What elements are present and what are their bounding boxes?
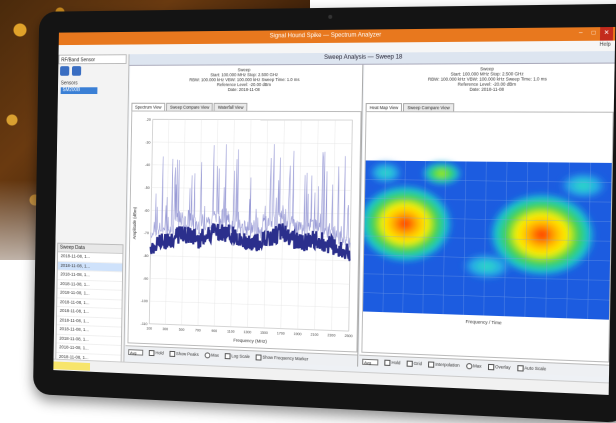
y-tick-label: -40	[145, 163, 150, 167]
sweep-list-item[interactable]: 2018-11-08, 1...	[56, 380, 121, 392]
heat-grid-checkbox[interactable]: Grid	[406, 360, 422, 367]
x-tick-label: 300	[162, 327, 168, 331]
heatmap-x-label: Frequency / Time	[466, 319, 503, 326]
window-title: Signal Hound Spike — Spectrum Analyzer	[270, 32, 382, 39]
app-screen: Signal Hound Spike — Spectrum Analyzer –…	[53, 27, 615, 395]
heatmap-chart-frame: Frequency / Time	[361, 111, 613, 362]
x-tick-label: 1300	[243, 330, 251, 334]
close-button[interactable]: ✕	[600, 27, 613, 41]
x-axis-label: Frequency (MHz)	[233, 338, 267, 344]
sweep-list-item[interactable]: 2018-11-08, 1...	[56, 389, 121, 395]
spectrum-info: Sweep Start: 100.000 MHz Stop: 2.500 GHz…	[130, 67, 363, 92]
y-tick-label: -70	[144, 231, 149, 235]
y-gridline	[150, 301, 349, 308]
heatmap-chart[interactable]: Frequency / Time	[362, 112, 612, 361]
show-peaks-checkbox[interactable]: Show Peaks	[169, 350, 198, 357]
y-gridline	[151, 210, 351, 214]
max-radio[interactable]: Max	[204, 352, 219, 358]
x-gridline	[149, 119, 152, 323]
spectrum-chart[interactable]: -110-100-90-80-70-60-50-40-30-20100 300 50…	[128, 111, 360, 351]
menu-help[interactable]: Help	[599, 42, 610, 48]
heatmap-pane: Sweep Start: 100.000 MHz Stop: 2.500 GHz…	[359, 64, 615, 378]
x-tick-label: 2500	[345, 334, 353, 338]
x-tick-label: 1900	[294, 332, 302, 336]
spectrum-chart-frame: -110 -100 -90 -80 -70 -60 -50 -40 -30 -20 100 300 50…	[127, 111, 361, 353]
x-gridline	[214, 120, 218, 327]
x-tick-label: 1500	[260, 331, 268, 335]
x-tick-label: 2100	[311, 333, 319, 337]
auto-scale-checkbox[interactable]: Auto Scale	[517, 365, 546, 372]
y-tick-label: -30	[145, 140, 150, 144]
x-tick-label: 700	[195, 328, 201, 332]
y-tick-label: -80	[143, 254, 148, 258]
maximize-button[interactable]: □	[587, 27, 600, 41]
sensor-tree-selected[interactable]: SM200B	[61, 87, 98, 94]
x-tick-label: 2300	[328, 333, 336, 337]
y-gridline	[152, 142, 352, 144]
y-gridline	[150, 256, 349, 261]
status-indicator	[53, 361, 90, 370]
x-tick-label: 1700	[277, 331, 285, 335]
x-gridline	[349, 120, 353, 331]
y-gridline	[153, 119, 353, 120]
sensor-panel-tab[interactable]: RF/Band Sensor	[58, 54, 126, 64]
x-tick-label: 1100	[227, 329, 235, 333]
heatmap-mode-dropdown[interactable]: Avg	[362, 358, 378, 365]
add-icon[interactable]	[72, 66, 81, 76]
tablet-device: Signal Hound Spike — Spectrum Analyzer –…	[33, 4, 616, 423]
y-gridline	[152, 188, 352, 191]
x-tick-label: 500	[179, 328, 185, 332]
minimize-button[interactable]: –	[574, 27, 587, 41]
spectrum-info-line: Date: 2018-11-08	[130, 87, 362, 92]
camera-icon	[328, 15, 332, 19]
plot-frame	[149, 119, 352, 331]
sensor-toolbar	[60, 66, 125, 78]
sensor-panel: RF/Band Sensor Sensors SM200B Sweep Data…	[53, 54, 129, 366]
y-tick-label: -100	[141, 299, 148, 303]
x-tick-label: 900	[211, 329, 217, 333]
refresh-icon[interactable]	[60, 66, 69, 76]
y-gridline	[150, 278, 349, 284]
y-tick-label: -90	[143, 277, 148, 281]
heatmap-tabs: Heat Map View Sweep Compare View	[366, 103, 454, 111]
y-tick-label: -50	[145, 186, 150, 190]
heatmap-info-line: Date: 2018-11-08	[364, 87, 614, 92]
interpolation-checkbox[interactable]: Interpolation	[428, 361, 460, 368]
overlay-checkbox[interactable]: Overlay	[488, 363, 511, 370]
spectrum-pane: Sweep Start: 100.000 MHz Stop: 2.500 GHz…	[125, 65, 363, 367]
heatmap-info: Sweep Start: 100.000 MHz Stop: 2.500 GHz…	[364, 66, 615, 92]
y-tick-label: -20	[146, 118, 151, 122]
sensor-tree-label: Sensors	[61, 81, 78, 87]
heatmap-field	[362, 160, 611, 319]
x-tick-label: 100	[146, 326, 152, 330]
log-scale-checkbox[interactable]: Log Scale	[225, 353, 250, 360]
y-gridline	[152, 165, 352, 167]
heat-max-radio[interactable]: Max	[466, 362, 482, 369]
y-axis-label: Amplitude (dBm)	[132, 206, 137, 239]
heat-hold-checkbox[interactable]: Hold	[384, 359, 400, 366]
hold-checkbox[interactable]: Hold	[149, 350, 164, 356]
window-controls: – □ ✕	[574, 27, 613, 41]
freq-marker-checkbox[interactable]: Show Frequency Marker	[256, 354, 309, 362]
trace-mode-dropdown[interactable]: Avg	[128, 349, 143, 355]
y-tick-label: -60	[144, 209, 149, 213]
